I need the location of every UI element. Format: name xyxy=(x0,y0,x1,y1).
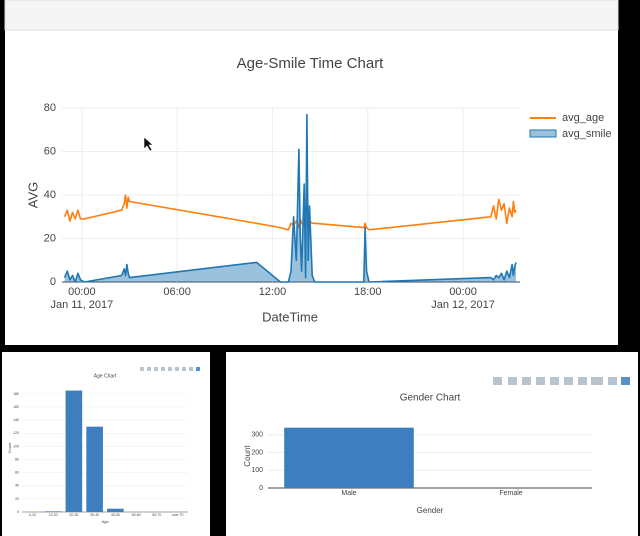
x-tick-label: 18:00 xyxy=(354,286,382,298)
x-tick-label: 60-70 xyxy=(152,513,161,517)
x-tick-label: 0-10 xyxy=(29,513,36,517)
y-tick-label: 40 xyxy=(44,189,56,201)
chart-title: Age Chart xyxy=(94,373,117,379)
y-tick-label: 60 xyxy=(15,471,19,475)
legend-label: avg_age xyxy=(562,112,604,124)
y-tick-label: 80 xyxy=(44,102,56,114)
y-tick-label: 0 xyxy=(259,485,263,492)
modebar-button[interactable] xyxy=(608,377,617,385)
x-tick-label: Male xyxy=(341,490,356,497)
y-tick-label: 60 xyxy=(44,145,56,157)
y-axis-label: Count xyxy=(243,445,252,467)
chart-title: Gender Chart xyxy=(400,393,461,404)
panel xyxy=(2,352,210,536)
modebar-button[interactable] xyxy=(578,377,587,385)
x-axis-label: DateTime xyxy=(262,309,318,324)
modebar-button[interactable] xyxy=(522,377,531,385)
y-tick-label: 300 xyxy=(251,432,263,439)
y-tick-label: 100 xyxy=(13,444,19,448)
y-axis-label: Count xyxy=(7,442,12,454)
modebar-button[interactable] xyxy=(550,377,559,385)
x-tick-label: Female xyxy=(499,490,522,497)
y-tick-label: 0 xyxy=(50,276,56,288)
y-tick-label: 100 xyxy=(251,467,263,474)
modebar-button[interactable] xyxy=(536,377,545,385)
y-tick-label: 40 xyxy=(15,484,19,488)
modebar xyxy=(140,367,630,385)
x-tick-label: 20-30 xyxy=(69,513,78,517)
x-tick-label: 10-20 xyxy=(49,513,58,517)
x-tick-label: 00:00 Jan 11, 2017 xyxy=(50,286,114,311)
modebar-button[interactable] xyxy=(161,367,165,371)
bar xyxy=(44,511,62,512)
modebar-button[interactable] xyxy=(168,367,172,371)
legend-label: avg_smile xyxy=(562,128,612,140)
y-tick-label: 180 xyxy=(13,392,19,396)
x-tick-label: over 70 xyxy=(172,513,184,517)
modebar-button[interactable] xyxy=(621,377,630,385)
modebar-button[interactable] xyxy=(147,367,151,371)
y-tick-label: 20 xyxy=(15,497,19,501)
y-tick-label: 120 xyxy=(13,431,19,435)
modebar-button[interactable] xyxy=(154,367,158,371)
legend-swatch xyxy=(529,129,557,138)
modebar-button[interactable] xyxy=(493,377,502,385)
y-tick-label: 0 xyxy=(17,510,19,514)
modebar-button[interactable] xyxy=(175,367,179,371)
x-tick-label: 30-40 xyxy=(90,513,99,517)
modebar-button[interactable] xyxy=(564,377,573,385)
y-tick-label: 80 xyxy=(15,457,19,461)
y-tick-label: 160 xyxy=(13,405,19,409)
bar xyxy=(107,508,124,512)
modebar-button[interactable] xyxy=(189,367,193,371)
cursor xyxy=(143,136,154,152)
x-tick-label: 50-60 xyxy=(132,513,141,517)
panel-header xyxy=(4,0,619,31)
x-axis-label: Age xyxy=(101,519,109,524)
y-tick-label: 140 xyxy=(13,418,19,422)
modebar-button[interactable] xyxy=(182,367,186,371)
x-tick-label: 40-50 xyxy=(111,513,120,517)
series-line xyxy=(63,113,517,283)
y-axis-label: AVG xyxy=(25,182,40,209)
modebar-button[interactable] xyxy=(140,367,144,371)
y-tick-label: 20 xyxy=(44,232,56,244)
x-tick-label: 12:00 xyxy=(258,286,287,298)
panel xyxy=(5,0,618,345)
x-axis-label: Gender xyxy=(417,506,444,515)
bar xyxy=(65,390,83,512)
y-tick-label: 200 xyxy=(251,449,263,456)
modebar-button[interactable] xyxy=(591,377,603,385)
x-tick-label: 06:00 xyxy=(163,286,191,298)
chart-title: Age-Smile Time Chart xyxy=(237,55,385,72)
x-tick-label: 00:00 Jan 12, 2017 xyxy=(431,286,495,311)
bar xyxy=(284,427,414,488)
modebar-button[interactable] xyxy=(196,367,200,371)
bar xyxy=(86,426,103,512)
modebar-button[interactable] xyxy=(508,377,517,385)
